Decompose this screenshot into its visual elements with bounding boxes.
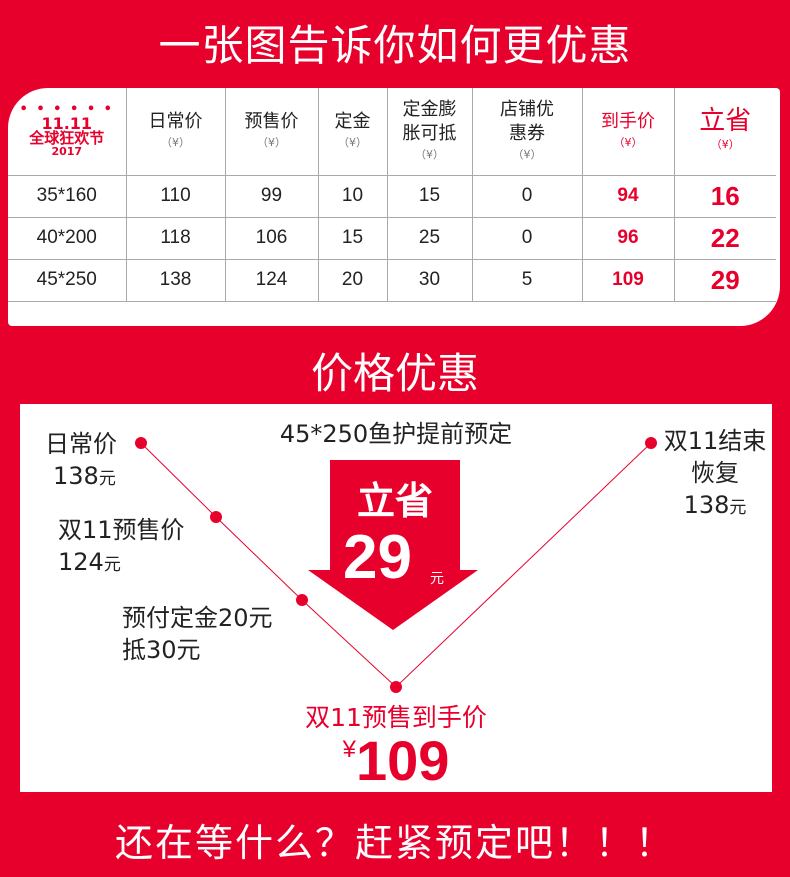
point-deposit <box>296 594 308 606</box>
table-row: 40*200 118 106 15 25 0 96 22 <box>8 217 776 260</box>
save-unit: 元 <box>430 571 444 587</box>
table-row: 35*160 110 99 10 15 0 94 16 <box>8 175 776 218</box>
final-price: ¥109 <box>342 729 450 792</box>
save-amount: 29 <box>343 523 412 592</box>
section-title: 价格优惠 <box>310 349 479 398</box>
price-table: • • • • • • 11.11 全球狂欢节 2017 日常价 （¥） 预售价（… <box>8 88 776 302</box>
table-header-row: • • • • • • 11.11 全球狂欢节 2017 日常价 （¥） 预售价（… <box>8 88 776 176</box>
col-save: 立省 （¥） <box>674 88 776 176</box>
label-presale: 双11预售价 124元 <box>58 516 185 576</box>
down-arrow-icon <box>308 460 478 630</box>
footer-cta: 还在等什么？赶紧预定吧！！！ <box>114 821 675 865</box>
label-deposit: 预付定金20元 抵30元 <box>122 604 273 664</box>
diagram-subtitle: 45*250鱼护提前预定 <box>279 420 513 448</box>
label-after: 双11结束 恢复 138元 <box>663 427 767 519</box>
table-row: 45*250 138 124 20 30 5 109 29 <box>8 259 776 302</box>
page-title: 一张图告诉你如何更优惠 <box>158 21 632 70</box>
save-label: 立省 <box>356 479 433 523</box>
point-regular <box>135 437 147 449</box>
col-coupon: 店铺优惠券 （¥） <box>472 88 583 176</box>
price-table-card: • • • • • • 11.11 全球狂欢节 2017 日常价 （¥） 预售价（… <box>8 88 780 326</box>
label-regular: 日常价 138元 <box>45 430 117 490</box>
point-after <box>645 437 657 449</box>
point-presale <box>210 511 222 523</box>
col-final: 到手价 （¥） <box>582 88 675 176</box>
final-label: 双11预售到手价 <box>305 703 487 732</box>
col-regular: 日常价 （¥） <box>126 88 226 176</box>
col-deposit-expand: 定金膨胀可抵 （¥） <box>387 88 473 176</box>
point-final <box>390 681 402 693</box>
logo-cell: • • • • • • 11.11 全球狂欢节 2017 <box>8 88 127 176</box>
col-presale: 预售价 （¥） <box>225 88 319 176</box>
col-deposit: 定金 （¥） <box>318 88 388 176</box>
double11-logo: • • • • • • 11.11 全球狂欢节 2017 <box>19 102 114 159</box>
